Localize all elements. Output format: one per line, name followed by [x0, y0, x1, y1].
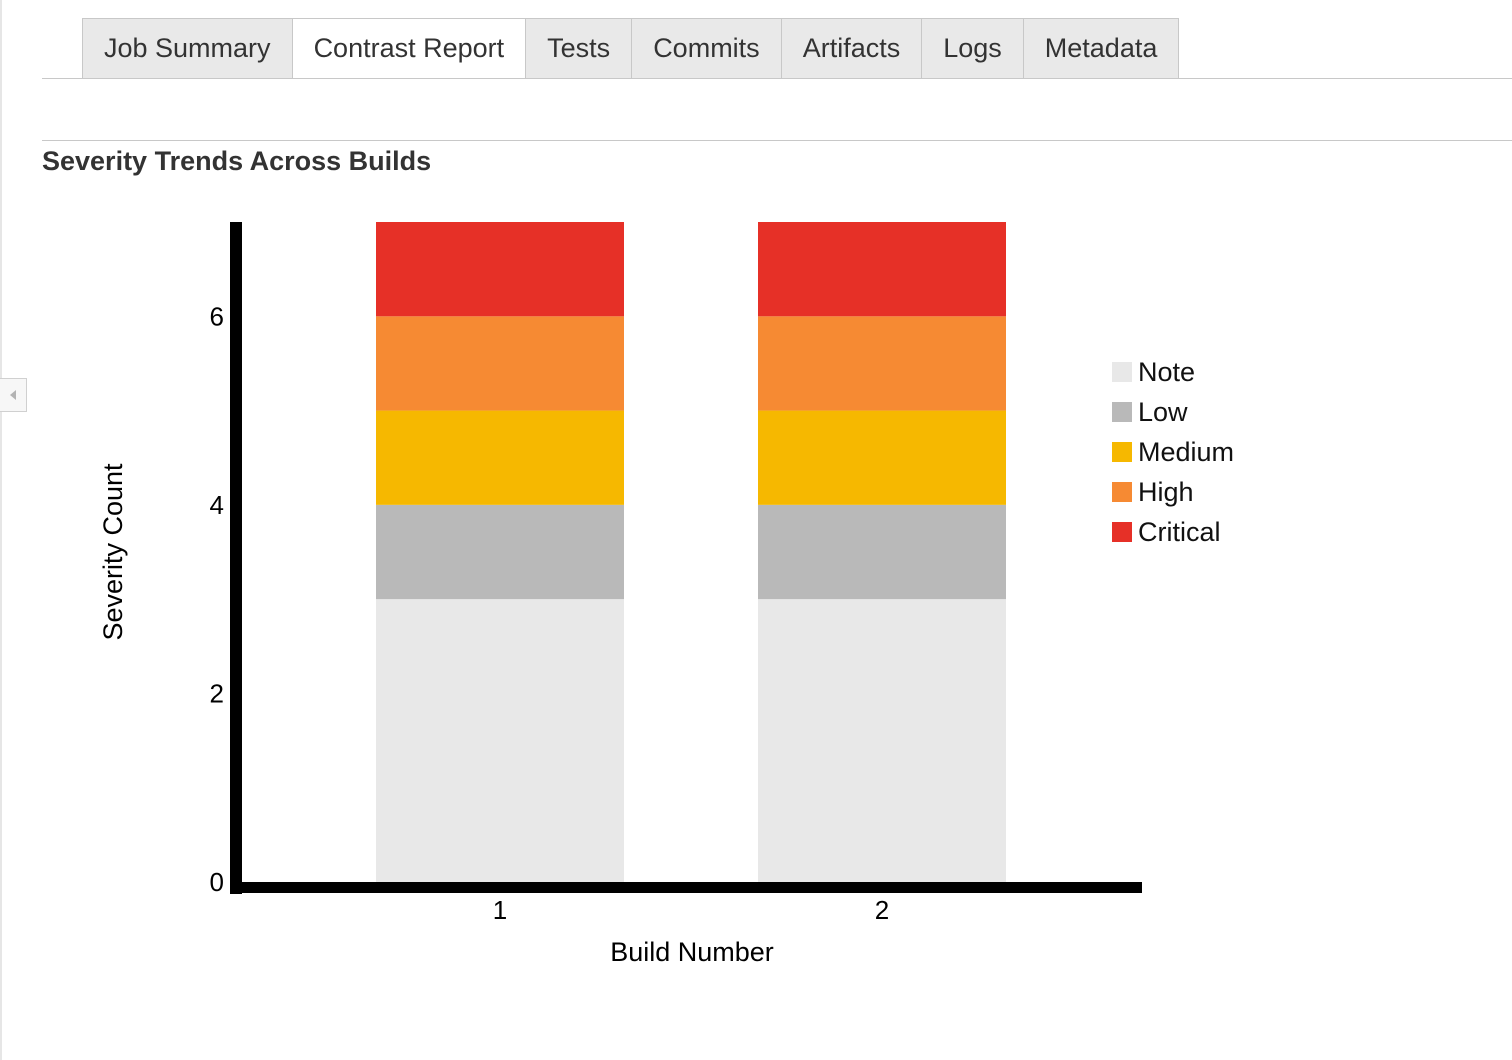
left-border	[0, 0, 2, 1060]
y-tick-labels: 0 2 4 6	[210, 301, 224, 897]
section-divider	[42, 140, 1512, 141]
legend-swatch	[1112, 482, 1132, 502]
y-tick-label: 6	[210, 301, 224, 331]
bar-segment-high-build-2	[758, 316, 1006, 411]
section-title: Severity Trends Across Builds	[42, 146, 432, 176]
legend-swatch	[1112, 362, 1132, 382]
chart-legend: Note Low Medium High Critical	[1112, 352, 1234, 552]
y-axis-label: Severity Count	[98, 463, 128, 641]
legend-swatch	[1112, 442, 1132, 462]
y-tick-label: 0	[210, 867, 224, 897]
tab-logs[interactable]: Logs	[922, 18, 1024, 79]
chevron-left-icon	[10, 390, 16, 400]
tab-metadata[interactable]: Metadata	[1023, 18, 1180, 79]
legend-swatch	[1112, 522, 1132, 542]
legend-swatch	[1112, 402, 1132, 422]
legend-item-medium: Medium	[1112, 432, 1234, 472]
bar-segment-note-build-2	[758, 599, 1006, 882]
y-axis-line	[230, 222, 242, 894]
chart-bars	[376, 222, 1006, 882]
x-axis-label: Build Number	[610, 937, 774, 967]
legend-label: Critical	[1138, 516, 1221, 547]
legend-label: High	[1138, 476, 1194, 507]
bar-segment-medium-build-1	[376, 410, 624, 505]
x-axis-line	[242, 882, 1142, 893]
tab-contrast-report[interactable]: Contrast Report	[292, 18, 527, 79]
bar-segment-low-build-2	[758, 504, 1006, 600]
bar-segment-high-build-1	[376, 316, 624, 411]
x-tick-label: 1	[493, 895, 507, 925]
bar-segment-note-build-1	[376, 599, 624, 882]
tabs-divider	[42, 78, 1512, 79]
bar-segment-critical-build-2	[758, 222, 1006, 317]
tab-artifacts[interactable]: Artifacts	[781, 18, 923, 79]
bar-segment-medium-build-2	[758, 410, 1006, 505]
collapse-sidebar-button[interactable]	[0, 378, 27, 412]
legend-label: Low	[1138, 396, 1188, 427]
legend-label: Medium	[1138, 436, 1235, 467]
x-tick-label: 2	[875, 895, 889, 925]
bar-segment-critical-build-1	[376, 222, 624, 317]
legend-item-high: High	[1112, 472, 1234, 512]
y-tick-label: 4	[210, 490, 224, 520]
legend-item-low: Low	[1112, 392, 1234, 432]
legend-item-note: Note	[1112, 352, 1234, 392]
bar-segment-low-build-1	[376, 504, 624, 600]
y-tick-label: 2	[210, 678, 224, 708]
tab-job-summary[interactable]: Job Summary	[82, 18, 293, 79]
legend-item-critical: Critical	[1112, 512, 1234, 552]
legend-label: Note	[1138, 356, 1196, 387]
tab-commits[interactable]: Commits	[632, 18, 782, 79]
